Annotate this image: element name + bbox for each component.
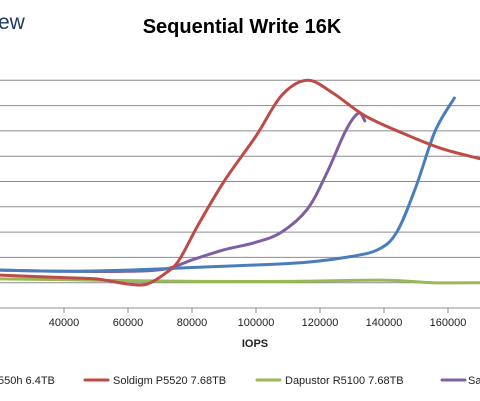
series-lines bbox=[0, 78, 480, 287]
x-tick-label: 140000 bbox=[366, 317, 403, 329]
legend-label: Dapustor R5100 7.68TB bbox=[285, 375, 404, 387]
series-line-1 bbox=[0, 96, 456, 273]
series-line-4 bbox=[0, 111, 367, 274]
legend-label: Sa bbox=[468, 375, 480, 387]
x-tick-label: 120000 bbox=[302, 317, 339, 329]
series-line-2 bbox=[0, 78, 480, 287]
x-tick-label: 160000 bbox=[430, 317, 467, 329]
x-tick-label: 100000 bbox=[238, 317, 275, 329]
plot-area: 40000 60000 80000 100000 120000 140000 160000 bbox=[0, 78, 480, 329]
brand-logo-text: ew bbox=[0, 11, 26, 34]
x-tick-label: 40000 bbox=[49, 317, 80, 329]
legend-label: Soldigm P5520 7.68TB bbox=[113, 375, 226, 387]
x-axis-title: IOPS bbox=[242, 338, 268, 350]
legend: 550h 6.4TB Soldigm P5520 7.68TB Dapustor R… bbox=[0, 375, 480, 387]
x-tick-label: 80000 bbox=[177, 317, 208, 329]
legend-label: 550h 6.4TB bbox=[0, 375, 55, 387]
x-tick-label: 60000 bbox=[113, 317, 144, 329]
chart-title: Sequential Write 16K bbox=[143, 16, 342, 38]
